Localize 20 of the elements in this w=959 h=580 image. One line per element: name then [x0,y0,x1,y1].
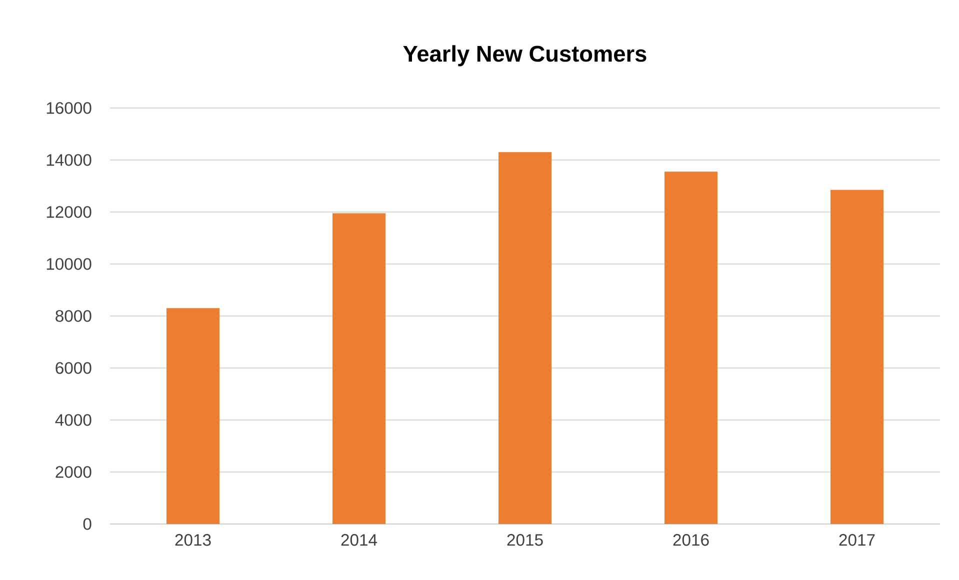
y-tick-label: 0 [83,518,92,530]
y-tick-label: 2000 [56,466,92,478]
x-tick-label: 2016 [673,534,709,546]
bar [166,308,220,524]
chart-title: Yearly New Customers [403,45,646,66]
x-tick-label: 2013 [175,534,211,546]
bar [498,152,552,524]
y-tick-label: 6000 [56,362,92,374]
bar [830,190,884,524]
y-tick-label: 16000 [46,102,92,114]
bar [664,172,718,524]
y-tick-label: 4000 [55,414,92,426]
x-tick-label: 2017 [839,534,875,546]
y-tick-label: 12000 [46,206,92,218]
x-tick-label: 2015 [507,534,543,546]
y-tick-label: 14000 [46,154,92,166]
bar [332,213,386,524]
y-tick-label: 10000 [46,258,92,270]
y-tick-label: 8000 [56,310,92,322]
x-tick-label: 2014 [341,534,378,546]
